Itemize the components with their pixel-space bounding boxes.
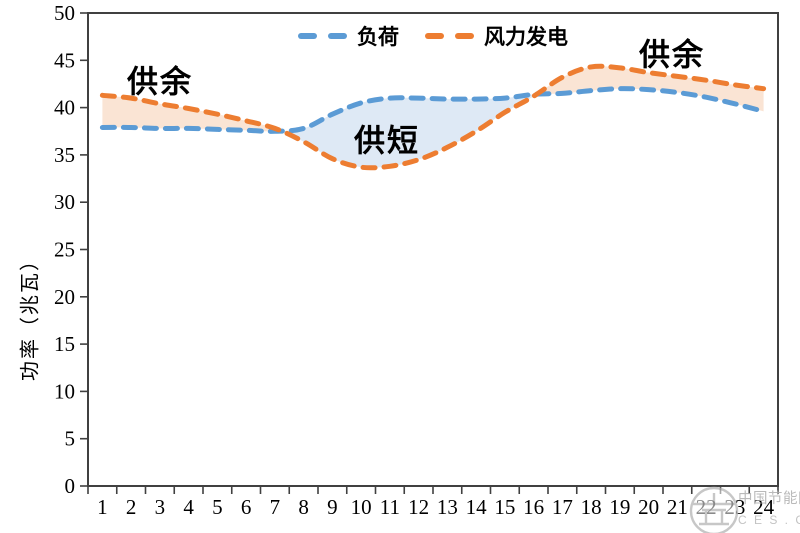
annotation-surplus-left: 供余 xyxy=(127,64,193,100)
svg-text:22: 22 xyxy=(696,495,717,519)
svg-text:1: 1 xyxy=(97,495,108,519)
svg-text:45: 45 xyxy=(54,48,75,72)
svg-text:35: 35 xyxy=(54,143,75,167)
annotation-shortage-mid: 供短 xyxy=(354,123,420,159)
svg-text:17: 17 xyxy=(552,495,573,519)
wind-dash-icon xyxy=(425,33,474,39)
svg-text:9: 9 xyxy=(327,495,338,519)
svg-text:3: 3 xyxy=(155,495,166,519)
svg-text:15: 15 xyxy=(494,495,515,519)
svg-text:2: 2 xyxy=(126,495,137,519)
legend-label-load: 负荷 xyxy=(357,26,399,49)
legend-label-wind: 风力发电 xyxy=(484,26,568,49)
svg-text:13: 13 xyxy=(437,495,458,519)
svg-text:4: 4 xyxy=(183,495,194,519)
load-dash-icon xyxy=(298,33,347,39)
svg-text:20: 20 xyxy=(54,285,75,309)
svg-text:21: 21 xyxy=(667,495,688,519)
y-axis-title: 功率（兆瓦） xyxy=(19,249,42,381)
legend-item-load: 负荷 xyxy=(298,21,399,51)
svg-text:18: 18 xyxy=(581,495,602,519)
svg-text:0: 0 xyxy=(65,474,76,498)
svg-text:12: 12 xyxy=(408,495,429,519)
legend: 负荷 风力发电 xyxy=(298,21,568,51)
svg-text:25: 25 xyxy=(54,238,75,262)
annotation-surplus-right: 供余 xyxy=(639,37,705,73)
legend-item-wind: 风力发电 xyxy=(425,21,568,51)
svg-text:5: 5 xyxy=(65,427,76,451)
svg-text:20: 20 xyxy=(638,495,659,519)
svg-text:14: 14 xyxy=(466,495,488,519)
svg-text:16: 16 xyxy=(523,495,544,519)
svg-text:23: 23 xyxy=(724,495,745,519)
svg-text:10: 10 xyxy=(54,379,75,403)
svg-text:8: 8 xyxy=(298,495,309,519)
svg-text:50: 50 xyxy=(54,1,75,25)
svg-text:40: 40 xyxy=(54,96,75,120)
svg-text:19: 19 xyxy=(609,495,630,519)
svg-text:11: 11 xyxy=(380,495,400,519)
svg-text:30: 30 xyxy=(54,190,75,214)
svg-text:10: 10 xyxy=(351,495,372,519)
svg-text:7: 7 xyxy=(270,495,281,519)
svg-text:15: 15 xyxy=(54,332,75,356)
svg-text:5: 5 xyxy=(212,495,223,519)
svg-text:24: 24 xyxy=(753,495,775,519)
svg-text:6: 6 xyxy=(241,495,252,519)
